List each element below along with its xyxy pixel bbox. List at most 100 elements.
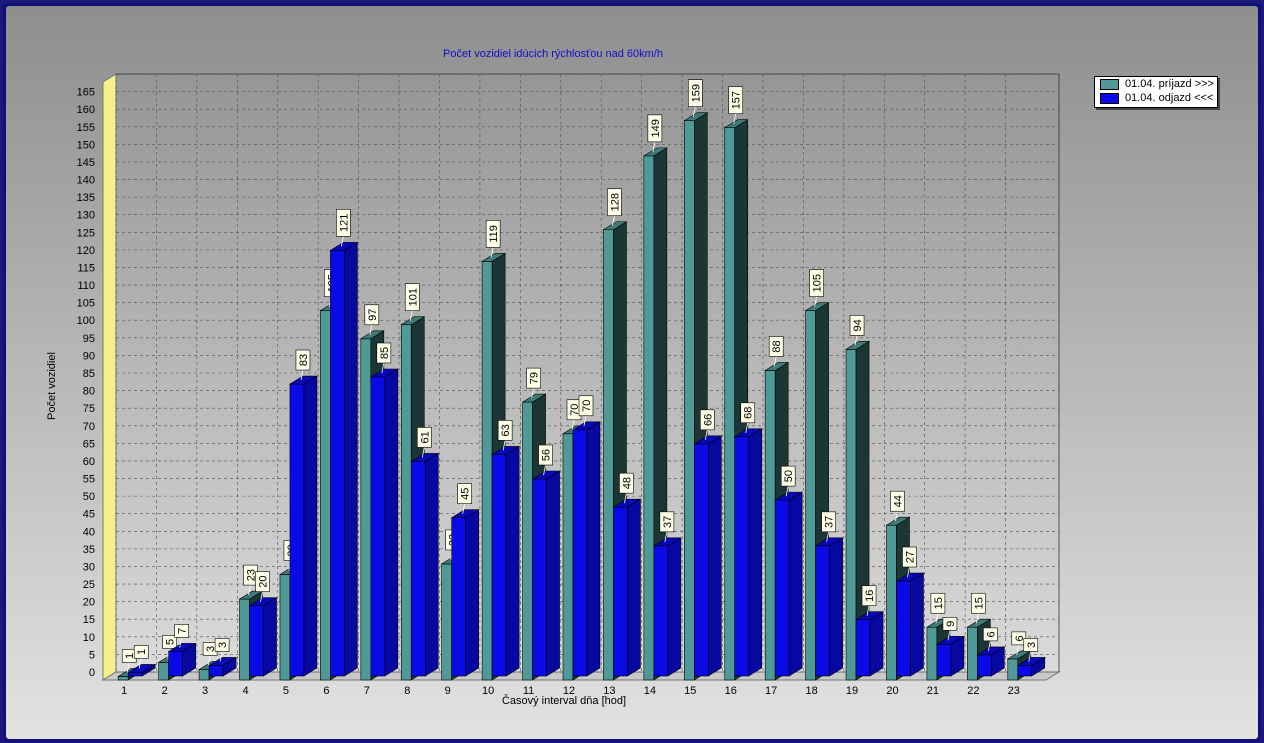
bar-top-departure xyxy=(450,509,480,519)
plot-area: 0510152025303540455055606570758085909510… xyxy=(77,73,1061,697)
bar-arrival xyxy=(441,563,452,681)
x-tick-label: 11 xyxy=(523,685,534,697)
y-tick-label: 145 xyxy=(77,157,95,169)
x-tick-label: 18 xyxy=(805,685,817,697)
data-label-box xyxy=(821,511,836,533)
x-tick-label: 20 xyxy=(886,685,898,697)
data-label-leader xyxy=(583,415,587,426)
data-label-box xyxy=(930,592,946,614)
bar-arrival xyxy=(603,229,614,681)
bar-arrival xyxy=(684,120,695,681)
data-label-departure: 56 xyxy=(541,449,553,461)
bar-top-departure xyxy=(854,611,885,621)
y-tick-label: 50 xyxy=(83,491,95,503)
data-label-arrival: 101 xyxy=(407,288,419,306)
data-label-departure: 45 xyxy=(460,488,472,500)
data-label-leader xyxy=(692,106,696,117)
x-tick-label: 15 xyxy=(684,685,696,697)
data-label-leader xyxy=(248,585,251,596)
data-label-arrival: 159 xyxy=(690,84,702,102)
data-label-arrival: 15 xyxy=(933,597,945,609)
bar-departure xyxy=(532,478,547,677)
bar-arrival xyxy=(643,155,655,681)
bar-top-departure xyxy=(814,537,844,547)
x-tick-label: 1 xyxy=(121,685,127,697)
bar-arrival xyxy=(522,401,533,681)
bar-top-arrival xyxy=(400,316,426,326)
data-label-arrival: 5 xyxy=(165,639,177,645)
bar-top-arrival xyxy=(521,393,547,403)
data-label-box xyxy=(647,114,663,143)
data-label-box xyxy=(214,638,230,652)
bar-departure xyxy=(815,545,830,677)
data-label-box xyxy=(336,209,351,237)
y-tick-label: 90 xyxy=(83,350,95,362)
y-tick-label: 70 xyxy=(83,421,95,433)
y-tick-label: 165 xyxy=(77,87,95,99)
x-tick-label: 14 xyxy=(644,685,656,697)
data-label-leader xyxy=(531,388,534,399)
data-label-departure: 70 xyxy=(581,400,593,412)
bar-departure xyxy=(370,376,386,677)
data-label-leader xyxy=(138,658,142,669)
bar-side-departure xyxy=(465,509,479,677)
data-label-arrival: 15 xyxy=(973,597,985,609)
y-tick-label: 55 xyxy=(83,474,95,486)
x-tick-label: 10 xyxy=(482,685,494,697)
bar-side-departure xyxy=(384,368,399,677)
x-tick-label: 9 xyxy=(445,685,451,697)
legend-item-arrival: 01.04. príjazd >>> xyxy=(1095,77,1217,91)
bar-arrival xyxy=(926,626,938,681)
x-tick-label: 13 xyxy=(603,685,615,697)
y-tick-label: 35 xyxy=(83,544,95,556)
bar-departure xyxy=(896,580,911,677)
data-label-box xyxy=(376,342,392,364)
bar-top-arrival xyxy=(359,330,385,340)
data-label-arrival: 70 xyxy=(569,404,581,416)
x-tick-label: 16 xyxy=(725,685,737,697)
y-tick-label: 65 xyxy=(83,438,95,450)
x-tick-label: 12 xyxy=(563,685,575,697)
data-label-box xyxy=(861,585,877,607)
data-label-box xyxy=(607,188,622,217)
y-tick-label: 45 xyxy=(83,509,95,521)
data-label-leader xyxy=(543,464,546,476)
chart-title: Počet vozidiel idúcich rýchlosťou nad 60… xyxy=(443,48,663,60)
data-label-arrival: 1 xyxy=(124,653,136,659)
x-tick-label: 22 xyxy=(967,685,979,697)
data-label-departure: 121 xyxy=(338,214,350,232)
bar-top-departure xyxy=(410,453,440,462)
bar-top-departure xyxy=(288,375,319,385)
bar-top-arrival xyxy=(804,302,830,311)
data-label-box xyxy=(295,349,311,371)
bar-top-departure xyxy=(531,470,561,480)
data-label-departure: 63 xyxy=(500,424,512,436)
bar-top-departure xyxy=(167,643,197,652)
y-tick-label: 115 xyxy=(77,262,95,274)
data-label-leader xyxy=(814,296,818,307)
bar-side-departure xyxy=(344,241,358,677)
data-label-arrival: 119 xyxy=(488,225,500,243)
data-label-leader xyxy=(369,324,373,335)
x-tick-label: 17 xyxy=(765,685,777,697)
bar-arrival xyxy=(400,324,412,681)
data-label-leader xyxy=(462,503,466,514)
data-label-leader xyxy=(935,613,939,624)
data-label-departure: 16 xyxy=(864,590,876,602)
data-label-leader xyxy=(381,362,385,374)
y-tick-label: 85 xyxy=(83,368,95,380)
data-label-box xyxy=(457,483,472,505)
data-label-box xyxy=(255,571,270,592)
data-label-leader xyxy=(745,422,749,433)
data-label-leader xyxy=(1028,651,1032,662)
y-tick-label: 25 xyxy=(83,579,95,591)
bar-side-departure xyxy=(303,375,318,677)
data-label-box xyxy=(404,283,420,312)
bar-top-departure xyxy=(491,446,521,455)
data-label-box xyxy=(983,627,998,642)
bar-side-departure xyxy=(708,435,722,677)
bar-side-departure xyxy=(546,470,560,677)
data-label-box xyxy=(942,617,958,631)
data-label-box xyxy=(700,409,715,431)
data-label-box xyxy=(768,336,784,357)
